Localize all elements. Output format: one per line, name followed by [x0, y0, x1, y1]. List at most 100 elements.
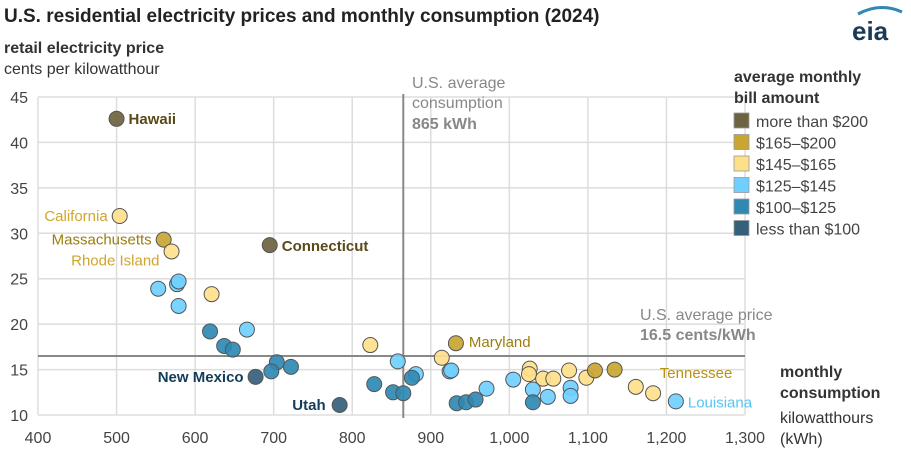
data-point	[505, 371, 522, 388]
x-axis-unit-1: kilowatthours	[780, 410, 873, 427]
data-point	[202, 323, 219, 340]
point-label: Maryland	[469, 334, 531, 351]
data-point	[524, 394, 541, 411]
legend-label: more than $200	[756, 114, 868, 131]
y-tick-label: 30	[10, 226, 28, 243]
legend-title-2: bill amount	[734, 90, 820, 107]
x-tick-label: 900	[417, 430, 444, 447]
logo-text: eia	[852, 16, 889, 46]
x-tick-label: 1,000	[489, 430, 529, 447]
x-tick-label: 600	[182, 430, 209, 447]
legend-swatch	[733, 220, 750, 236]
data-point	[238, 321, 255, 338]
data-point	[545, 370, 562, 387]
data-point	[433, 349, 450, 366]
point-label: Massachusetts	[52, 232, 152, 249]
data-point	[667, 393, 684, 410]
avg-consumption-label-2: consumption	[412, 95, 503, 112]
chart-title: U.S. residential electricity prices and …	[4, 6, 600, 27]
legend-swatch	[733, 155, 750, 172]
logo-arc	[857, 6, 903, 16]
data-point	[261, 237, 278, 254]
data-point	[263, 363, 280, 380]
eia-logo: eia	[852, 6, 903, 46]
data-point	[155, 231, 172, 248]
x-tick-label: 1,200	[646, 430, 686, 447]
y-tick-label: 25	[10, 272, 28, 289]
y-axis-label: retail electricity price	[4, 40, 164, 57]
data-point	[150, 280, 167, 297]
data-point	[282, 358, 299, 375]
data-point	[170, 297, 187, 314]
data-point	[395, 385, 412, 402]
avg-consumption-value: 865 kWh	[412, 116, 477, 133]
data-point	[520, 366, 537, 383]
legend-label: $145–$165	[756, 157, 836, 174]
data-point	[627, 378, 644, 395]
legend-swatch	[733, 112, 750, 129]
y-tick-label: 40	[10, 135, 28, 152]
y-axis-unit: cents per kilowatthour	[4, 61, 160, 78]
data-point	[561, 362, 578, 379]
data-point	[467, 391, 484, 408]
point-label: Rhode Island	[71, 252, 159, 269]
data-point	[163, 243, 180, 260]
legend-title-1: average monthly	[734, 69, 861, 86]
x-tick-label: 400	[25, 430, 52, 447]
legend-label: $165–$200	[756, 136, 836, 153]
y-tick-label: 45	[10, 90, 28, 107]
avg-price-value: 16.5 cents/kWh	[640, 327, 756, 344]
reference-lines: U.S. average consumption 865 kWh U.S. av…	[38, 75, 773, 418]
data-point	[389, 353, 406, 370]
data-point	[443, 362, 460, 379]
data-point	[366, 376, 383, 393]
x-tick-label: 1,300	[725, 430, 765, 447]
grid	[37, 96, 746, 416]
legend-swatch	[733, 134, 750, 150]
ticks: 400 500 600 700 800 900 1,000 1,100 1,200 1,300 10…	[10, 90, 765, 447]
point-label: Connecticut	[282, 238, 369, 255]
avg-price-label: U.S. average price	[640, 307, 773, 324]
legend-label: less than $100	[756, 222, 860, 239]
x-axis-label: monthly	[780, 364, 842, 381]
data-point	[447, 335, 464, 352]
data-point	[331, 397, 348, 414]
data-point	[562, 387, 579, 404]
y-tick-label: 10	[10, 408, 28, 425]
x-axis-unit-2: (kWh)	[780, 431, 823, 448]
point-label: New Mexico	[158, 369, 244, 386]
y-tick-label: 35	[10, 181, 28, 198]
point-label: California	[44, 208, 108, 225]
legend-swatch	[733, 198, 750, 215]
point-label: Louisiana	[688, 394, 753, 411]
legend-swatch	[733, 177, 750, 193]
data-point	[362, 337, 379, 354]
data-point	[111, 208, 128, 225]
point-label: Hawaii	[129, 111, 177, 128]
y-tick-label: 15	[10, 363, 28, 380]
data-point	[403, 369, 420, 386]
x-tick-label: 800	[339, 430, 366, 447]
avg-consumption-label-1: U.S. average	[412, 75, 505, 92]
data-point	[108, 110, 125, 127]
legend: average monthly bill amount more than $2…	[733, 69, 868, 239]
x-tick-label: 700	[260, 430, 287, 447]
data-point	[203, 286, 220, 303]
data-point	[586, 362, 603, 379]
x-tick-label: 500	[103, 430, 130, 447]
data-point	[478, 380, 495, 397]
x-axis-label-cont: consumption	[780, 385, 880, 402]
data-point	[247, 368, 264, 385]
y-tick-label: 20	[10, 317, 28, 334]
data-point	[224, 341, 241, 358]
x-tick-label: 1,100	[568, 430, 608, 447]
data-point	[170, 273, 187, 290]
data-points	[108, 110, 684, 414]
legend-label: $100–$125	[756, 200, 836, 217]
point-label: Utah	[292, 397, 325, 414]
legend-label: $125–$145	[756, 179, 836, 196]
data-point	[606, 361, 623, 378]
point-labels: Hawaii California Massachusetts Rhode Islan…	[44, 111, 752, 414]
